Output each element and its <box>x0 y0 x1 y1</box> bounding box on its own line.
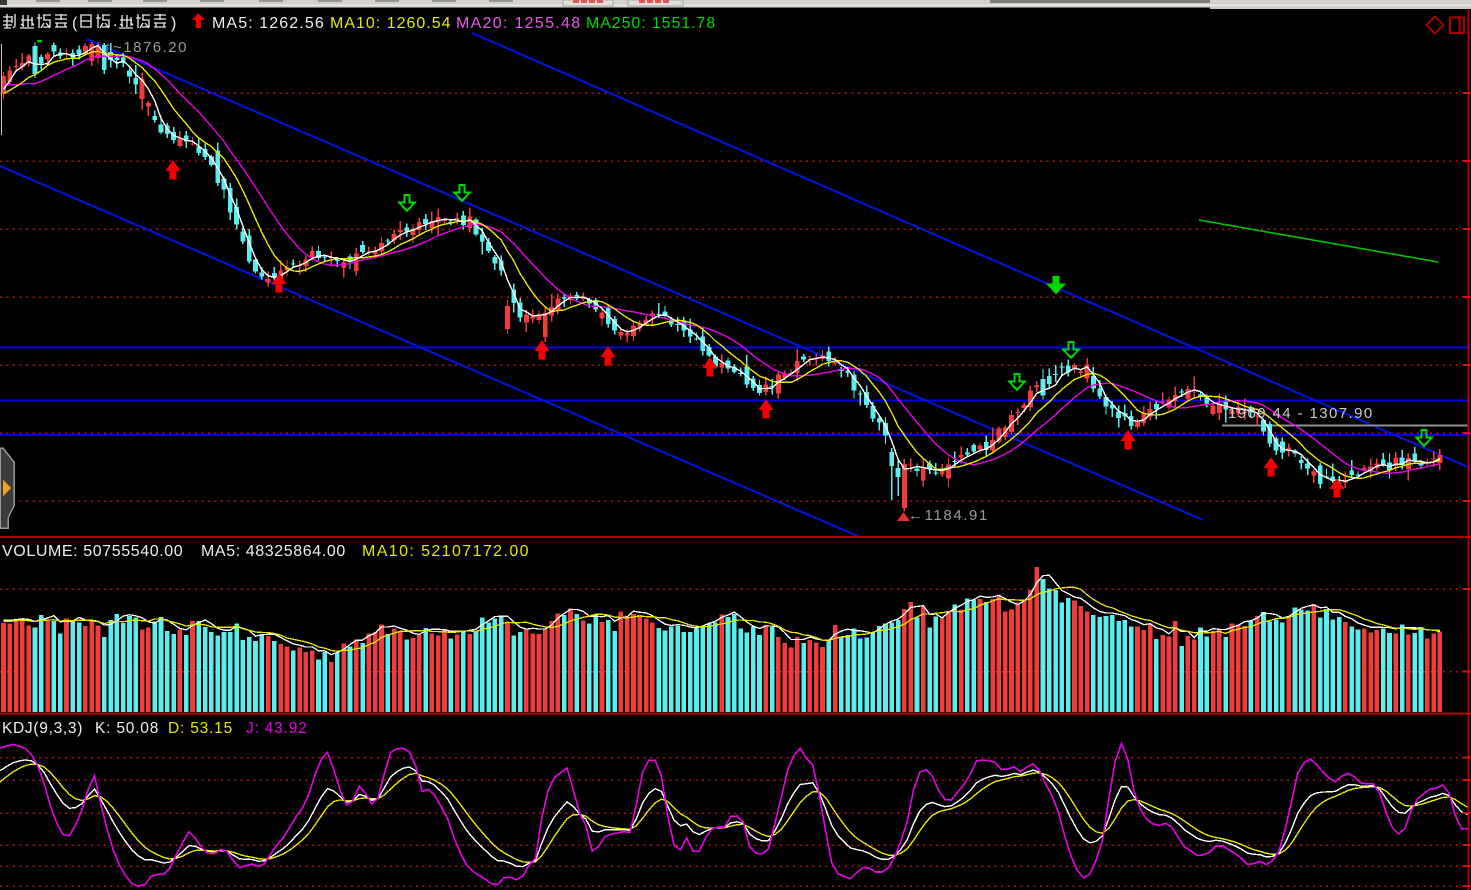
svg-text:.: . <box>113 13 117 30</box>
svg-text:): ) <box>171 15 176 32</box>
svg-text:MA250: 1551.78: MA250: 1551.78 <box>586 15 716 32</box>
svg-text:1909.44 - 1307.90: 1909.44 - 1307.90 <box>1228 405 1374 422</box>
svg-text:MA10: 1260.54: MA10: 1260.54 <box>330 15 452 32</box>
svg-text:KDJ(9,3,3): KDJ(9,3,3) <box>2 720 83 737</box>
svg-text:K: 50.08: K: 50.08 <box>95 720 159 737</box>
svg-text:D: 53.15: D: 53.15 <box>168 720 233 737</box>
svg-text:VOLUME: 50755540.00: VOLUME: 50755540.00 <box>2 543 183 560</box>
svg-text:MA20: 1255.48: MA20: 1255.48 <box>456 15 581 32</box>
svg-text:MA5: 48325864.00: MA5: 48325864.00 <box>201 543 346 560</box>
svg-text:↑~1876.20: ↑~1876.20 <box>104 39 188 56</box>
svg-text:J: 43.92: J: 43.92 <box>246 720 308 737</box>
svg-text:←1184.91: ←1184.91 <box>908 507 989 524</box>
svg-text:MA10: 52107172.00: MA10: 52107172.00 <box>362 543 530 560</box>
svg-text:(: ( <box>72 15 78 32</box>
svg-text:MA5: 1262.56: MA5: 1262.56 <box>212 15 325 32</box>
